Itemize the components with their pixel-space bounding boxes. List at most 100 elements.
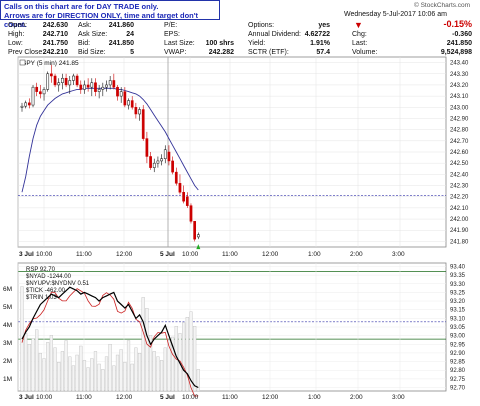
indicator-y-tick-label: 92.80 — [450, 368, 466, 374]
yield-value: 1.91% — [310, 40, 330, 47]
volume-tick-label: 6M — [3, 286, 12, 293]
price-x-tick-label: 11:00 — [76, 251, 92, 258]
candle-body — [119, 91, 123, 97]
indicator-chart: 92.70 92.75 92.80 92.85 92.90 92.95 93.00 93.05… — [3, 262, 466, 401]
candle-body — [171, 160, 174, 173]
indicator-y-tick-label: 93.25 — [450, 290, 466, 296]
candle-body — [42, 89, 46, 95]
indicator-x-tick-label: 11:00 — [76, 394, 92, 401]
high-value: 242.710 — [42, 31, 68, 38]
legend-candle-icon — [19, 59, 26, 66]
price-x-tick-label: 11:00 — [222, 251, 238, 258]
volume-bar — [64, 340, 68, 392]
ask-label: Ask: — [78, 22, 92, 29]
volume-bar — [163, 347, 167, 392]
indicator-x-axis: 3 Jul 10:00 11:00 12:00 5 Jul 10:00 11:00 12:00… — [19, 394, 405, 401]
candle-body — [163, 149, 167, 159]
indicator-y-tick-label: 92.90 — [450, 351, 466, 357]
brand-logo: © StockCharts.com — [414, 2, 471, 9]
price-legend: SPY (5 min) 241.85 — [22, 60, 79, 67]
volume-bar — [141, 297, 145, 392]
candle-body — [97, 89, 101, 92]
volume-bar — [119, 349, 123, 392]
volume-value: 9,524,898 — [440, 49, 472, 56]
volume-bar — [27, 343, 31, 392]
open-value: 242.630 — [42, 22, 68, 29]
volume-bar — [123, 361, 127, 392]
volume-bar — [35, 329, 39, 392]
price-x-tick-label: 2:00 — [350, 251, 363, 258]
volume-tick-label: 5M — [3, 304, 12, 311]
vwap-value: 242.282 — [208, 49, 234, 56]
price-y-tick-label: 242.20 — [450, 195, 469, 201]
quote-panel: Open: 242.630 High: 242.710 Low: 241.750… — [0, 19, 480, 58]
indicator-y-tick-label: 93.00 — [450, 334, 466, 340]
volume-bar — [159, 360, 164, 392]
annual-dividend-value: 4.62722 — [304, 31, 330, 38]
candle-body — [145, 138, 149, 157]
indicator-x-tick-label: 10:00 — [182, 394, 199, 401]
sctr-label: SCTR (ETF): — [248, 49, 289, 56]
volume-bar — [152, 351, 156, 392]
candle-body — [178, 183, 182, 193]
indicator-y-tick-label: 93.35 — [450, 273, 466, 279]
indicator-lines — [21, 286, 199, 397]
volume-bar — [148, 334, 153, 392]
price-y-tick-label: 242.40 — [450, 172, 469, 178]
volume-axis: 1M 2M 3M 4M 5M 6M — [3, 286, 12, 383]
chg-label: Chg: — [352, 31, 367, 38]
indicator-legend: RSP 92.70$NYAD -1244.00$NYUPV:$NYDNV 0.5… — [26, 267, 90, 301]
price-y-tick-label: 242.70 — [450, 139, 469, 145]
volume-bar — [112, 365, 116, 392]
price-x-tick-label: 5 Jul — [160, 251, 175, 258]
price-x-axis: 3 Jul 10:00 11:00 12:00 5 Jul 10:00 11:00 12:00… — [19, 251, 405, 258]
volume-bar — [31, 338, 35, 392]
indicator-y-axis: 92.70 92.75 92.80 92.85 92.90 92.95 93.00 93.05… — [450, 264, 466, 391]
candle-body — [75, 75, 79, 86]
volume-bar — [24, 333, 28, 392]
price-y-tick-label: 242.30 — [450, 184, 469, 190]
volume-bar — [167, 340, 171, 392]
indicator-y-tick-label: 93.40 — [450, 264, 466, 270]
price-y-tick-label: 242.00 — [450, 217, 469, 223]
volume-bar — [38, 352, 42, 392]
price-y-tick-label: 243.00 — [450, 105, 469, 111]
ask-size-value: 24 — [126, 31, 134, 38]
down-arrow-icon: ▼ — [354, 20, 363, 30]
last-label: Last: — [352, 40, 368, 47]
bid-size-label: Bid Size: — [78, 49, 106, 56]
volume-bar — [79, 345, 83, 392]
indicator-x-tick-label: 1:00 — [308, 394, 321, 401]
volume-bar — [196, 369, 200, 392]
price-y-tick-label: 242.90 — [450, 116, 469, 122]
last-value: 241.850 — [446, 40, 472, 47]
indicator-legend-entry: $TRIN 1.03 — [26, 295, 57, 301]
eps-label: EPS: — [164, 31, 180, 38]
volume-bar — [49, 334, 53, 392]
candle-body — [123, 91, 127, 106]
candle-body — [138, 109, 141, 115]
price-x-tick-label: 1:00 — [308, 251, 321, 258]
price-y-tick-label: 241.80 — [450, 239, 469, 245]
volume-bar — [104, 356, 109, 392]
volume-bar — [134, 347, 138, 392]
candle-body — [90, 82, 94, 88]
volume-bar — [75, 354, 79, 392]
volume-bar — [145, 308, 149, 392]
candle-body — [53, 75, 57, 86]
candle-body — [193, 221, 197, 240]
yield-label: Yield: — [248, 40, 266, 47]
candle-body — [116, 86, 119, 97]
candle-body — [39, 91, 42, 95]
volume-tick-label: 1M — [3, 376, 12, 383]
price-y-tick-label: 243.10 — [450, 94, 469, 100]
volume-bar — [46, 342, 50, 392]
low-value: 241.750 — [42, 40, 68, 47]
indicator-red-line — [21, 288, 199, 397]
indicator-y-tick-label: 92.75 — [450, 377, 466, 383]
pe-label: P/E: — [164, 22, 178, 29]
candle-body — [167, 151, 171, 162]
up-arrow-icon — [196, 244, 201, 250]
ask-size-label: Ask Size: — [78, 31, 108, 38]
options-value: yes — [318, 22, 330, 29]
